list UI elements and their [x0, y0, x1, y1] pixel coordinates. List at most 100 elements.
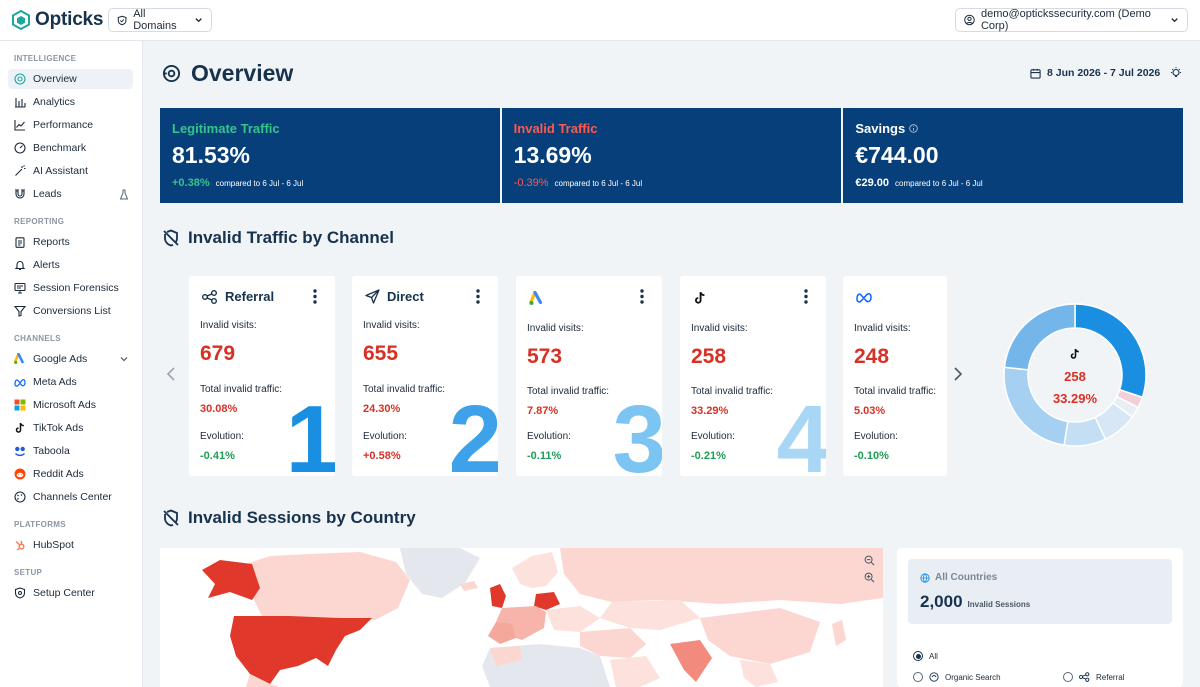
- kebab-menu-icon[interactable]: [804, 289, 808, 304]
- total-invalid-label: Total invalid traffic:: [854, 386, 937, 397]
- kpi-label-wrap: Savings: [855, 121, 1171, 136]
- country-poland[interactable]: [534, 592, 560, 610]
- kpi-legitimate-traffic: Legitimate Traffic 81.53% +0.38% compared…: [160, 108, 500, 203]
- channel-card-tiktok[interactable]: Invalid visits: 258 Total invalid traffi…: [680, 276, 826, 476]
- carousel-next-button[interactable]: [952, 366, 964, 387]
- evolution-label: Evolution:: [363, 431, 407, 442]
- country-india[interactable]: [670, 640, 712, 682]
- channel-name: Referral: [225, 289, 275, 304]
- channel-donut-chart[interactable]: 258 33.29%: [1000, 300, 1150, 450]
- total-invalid-label: Total invalid traffic:: [363, 384, 446, 395]
- country-canada[interactable]: [240, 552, 410, 620]
- sidebar-item-ai-assistant[interactable]: AI Assistant: [8, 161, 133, 181]
- evolution-value: +0.58%: [363, 450, 401, 462]
- sidebar-item-microsoft-ads[interactable]: Microsoft Ads: [8, 395, 133, 415]
- zoom-in-icon[interactable]: [864, 572, 875, 583]
- overview-icon: [162, 64, 181, 83]
- sidebar-item-google-ads[interactable]: Google Ads: [8, 349, 133, 369]
- channel-rank: 1: [285, 386, 335, 477]
- sidebar-item-benchmark[interactable]: Benchmark: [8, 138, 133, 158]
- country-greenland[interactable]: [400, 548, 480, 598]
- sidebar-item-reports[interactable]: Reports: [8, 232, 133, 252]
- total-invalid-value: 33.29%: [691, 405, 729, 417]
- evolution-label: Evolution:: [691, 431, 735, 442]
- kebab-menu-icon[interactable]: [640, 289, 644, 304]
- zoom-out-icon[interactable]: [864, 555, 875, 566]
- world-map[interactable]: [160, 548, 883, 687]
- app-name: Opticks: [35, 9, 104, 30]
- all-countries-card[interactable]: All Countries 2,000 Invalid Sessions: [908, 559, 1172, 624]
- kebab-menu-icon[interactable]: [313, 289, 317, 304]
- sidebar-item-label: Benchmark: [33, 142, 87, 154]
- kebab-menu-icon[interactable]: [476, 289, 480, 304]
- sidebar-item-tiktok-ads[interactable]: TikTok Ads: [8, 418, 133, 438]
- carousel-prev-button[interactable]: [165, 366, 177, 387]
- channel-card-referral[interactable]: Referral Invalid visits: 679 Total inval…: [189, 276, 335, 476]
- evolution-value: -0.11%: [527, 450, 562, 462]
- sidebar-item-analytics[interactable]: Analytics: [8, 92, 133, 112]
- sidebar-item-hubspot[interactable]: HubSpot: [8, 535, 133, 555]
- radio-checked[interactable]: [913, 651, 923, 661]
- invalid-visits-value: 655: [363, 342, 399, 365]
- channel-card-google-ads[interactable]: Invalid visits: 573 Total invalid traffi…: [516, 276, 662, 476]
- filter-label: Organic Search: [945, 672, 1001, 682]
- sidebar-item-alerts[interactable]: Alerts: [8, 255, 133, 275]
- sidebar-item-meta-ads[interactable]: Meta Ads: [8, 372, 133, 392]
- country-alaska[interactable]: [202, 560, 260, 600]
- channel-card-direct[interactable]: Direct Invalid visits: 655 Total invalid…: [352, 276, 498, 476]
- user-menu[interactable]: demo@optickssecurity.com (Demo Corp): [955, 8, 1188, 32]
- donut-slice[interactable]: [1003, 366, 1069, 447]
- channel-card-header: [856, 291, 872, 303]
- sidebar-item-label: Reddit Ads: [33, 468, 84, 480]
- sidebar-item-overview[interactable]: Overview: [8, 69, 133, 89]
- sidebar-item-leads[interactable]: Leads: [8, 184, 133, 204]
- country-usa[interactable]: [230, 616, 372, 684]
- chevron-right-icon: [954, 367, 963, 381]
- country-mexico[interactable]: [246, 674, 280, 687]
- date-range-label: 8 Jun 2026 - 7 Jul 2026: [1047, 67, 1161, 79]
- radio-unchecked[interactable]: [1063, 672, 1073, 682]
- filter-organic-search[interactable]: Organic Search: [913, 672, 1001, 682]
- evolution-value: -0.41%: [200, 450, 235, 462]
- info-icon[interactable]: [909, 124, 918, 133]
- domain-select[interactable]: All Domains: [108, 8, 212, 32]
- kpi-compare-text: compared to 6 Jul - 6 Jul: [554, 178, 643, 188]
- sidebar-item-performance[interactable]: Performance: [8, 115, 133, 135]
- sidebar-item-session-forensics[interactable]: Session Forensics: [8, 278, 133, 298]
- total-sessions-value: 2,000: [920, 592, 963, 611]
- sidebar-item-reddit-ads[interactable]: Reddit Ads: [8, 464, 133, 484]
- date-range-picker[interactable]: 8 Jun 2026 - 7 Jul 2026: [1030, 67, 1182, 79]
- referral-icon: [202, 289, 217, 304]
- sidebar-section-setup: SETUP: [14, 568, 43, 577]
- country-uk[interactable]: [490, 584, 506, 608]
- total-invalid-value: 24.30%: [363, 403, 401, 415]
- domain-select-label: All Domains: [133, 8, 177, 32]
- filter-referral[interactable]: Referral: [1063, 672, 1124, 682]
- sidebar-item-channels-center[interactable]: Channels Center: [8, 487, 133, 507]
- sidebar-item-label: Overview: [33, 73, 77, 85]
- country-russia[interactable]: [560, 548, 883, 604]
- all-countries-label: All Countries: [935, 572, 998, 583]
- map-zoom-controls: [864, 555, 875, 583]
- sidebar-item-conversions-list[interactable]: Conversions List: [8, 301, 133, 321]
- globe-icon: [920, 572, 930, 583]
- channels-section-title: Invalid Traffic by Channel: [188, 228, 394, 247]
- channel-card-meta[interactable]: Invalid visits: 248 Total invalid traffi…: [843, 276, 947, 476]
- total-invalid-label: Total invalid traffic:: [691, 386, 774, 397]
- sidebar-item-label: Microsoft Ads: [33, 399, 97, 411]
- radio-unchecked[interactable]: [913, 672, 923, 682]
- sidebar-item-label: Leads: [33, 188, 62, 200]
- page-title: Overview: [191, 60, 294, 86]
- sidebar-item-taboola[interactable]: Taboola: [8, 441, 133, 461]
- sidebar-item-label: Session Forensics: [33, 282, 119, 294]
- total-sessions: 2,000 Invalid Sessions: [920, 592, 1030, 612]
- lightbulb-icon[interactable]: [1170, 67, 1182, 79]
- sidebar-item-setup-center[interactable]: Setup Center: [8, 583, 133, 603]
- invalid-visits-value: 573: [527, 345, 563, 368]
- kpi-invalid-traffic: Invalid Traffic 13.69% -0.39% compared to…: [501, 108, 842, 203]
- donut-slice[interactable]: [1003, 303, 1076, 371]
- filter-all[interactable]: All: [913, 651, 938, 661]
- kpi-savings: Savings €744.00 €29.00 compared to 6 Jul …: [843, 108, 1184, 203]
- evolution-label: Evolution:: [854, 431, 898, 442]
- opticks-logo[interactable]: Opticks: [12, 9, 103, 31]
